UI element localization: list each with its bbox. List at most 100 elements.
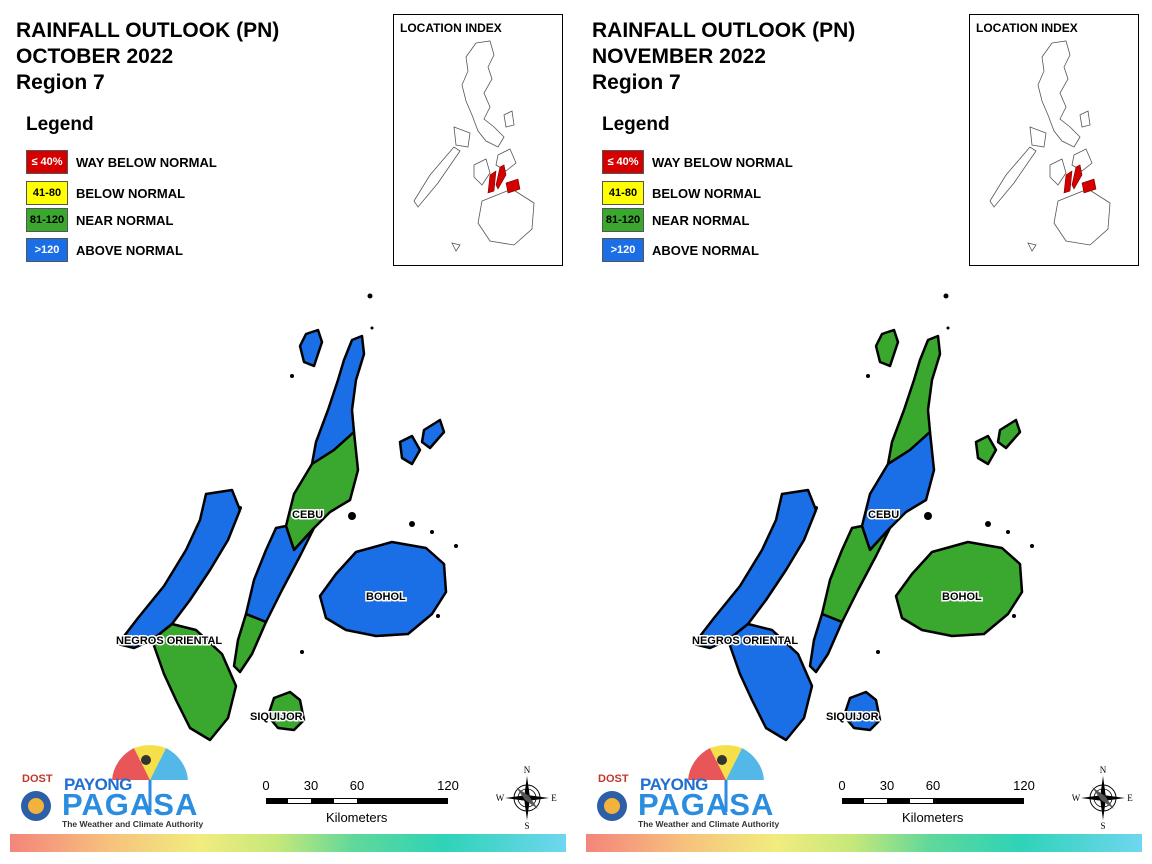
philippines-outline [413, 40, 535, 252]
legend-swatch: 81-120 [26, 208, 68, 232]
cebu-south [244, 524, 316, 624]
legend-label: NEAR NORMAL [76, 213, 174, 228]
compass-n: N [1100, 765, 1107, 775]
cebu-tip [808, 612, 844, 674]
label-cebu: CEBU [868, 509, 899, 521]
location-index-inset: LOCATION INDEX [969, 14, 1139, 266]
inset-title: LOCATION INDEX [400, 21, 502, 35]
label-bohol: BOHOL [942, 591, 982, 603]
bantayan-island [874, 328, 900, 368]
scale-units: Kilometers [902, 810, 964, 825]
scale-tick: 120 [437, 778, 459, 793]
scale-tick: 0 [262, 778, 270, 793]
cebu-mid [860, 430, 936, 552]
compass-e: E [1127, 793, 1133, 803]
compass-e: E [551, 793, 557, 803]
legend-label: NEAR NORMAL [652, 213, 750, 228]
siquijor [266, 690, 306, 732]
legend-swatch: 41-80 [26, 181, 68, 205]
compass-s: S [1100, 821, 1105, 830]
label-negros-oriental: NEGROS ORIENTAL [116, 635, 222, 647]
compass-s: S [524, 821, 529, 830]
label-negros-oriental: NEGROS ORIENTAL [692, 635, 798, 647]
logo-payong: PAYONG [640, 775, 708, 794]
logo-dost: DOST [598, 773, 629, 785]
legend-label: BELOW NORMAL [652, 186, 762, 201]
scale-segments [842, 798, 1024, 804]
legend-swatch: ≤ 40% [26, 150, 68, 174]
camotes-islands-west [398, 434, 422, 466]
scale-tick: 0 [838, 778, 846, 793]
umbrella-icon [21, 745, 188, 821]
title-region: Region 7 [592, 71, 681, 94]
legend-swatch: >120 [26, 238, 68, 262]
label-siquijor: SIQUIJOR [250, 711, 303, 723]
payong-pagasa-logo: DOST PAYONG PAGASA The Weather and Clima… [16, 740, 203, 835]
label-bohol: BOHOL [366, 591, 406, 603]
negros-north [692, 488, 818, 650]
cebu-south [820, 524, 892, 624]
compass-n: N [524, 765, 531, 775]
scale-tick: 30 [879, 778, 895, 793]
compass-icon: N S E W [496, 765, 558, 831]
scale-tick: 30 [303, 778, 319, 793]
legend-swatch: 81-120 [602, 208, 644, 232]
region-7-map: CEBU BOHOL NEGROS ORIENTAL SIQUIJOR [691, 293, 1034, 742]
bottom-color-strip [10, 834, 566, 852]
legend-label: ABOVE NORMAL [76, 243, 183, 258]
title-line: RAINFALL OUTLOOK (PN) [16, 19, 280, 42]
scale-tick: 60 [349, 778, 365, 793]
umbrella-icon [597, 745, 764, 821]
title-region: Region 7 [16, 71, 105, 94]
logo-dost: DOST [22, 773, 53, 785]
october-outlook-panel: RAINFALL OUTLOOK (PN) OCTOBER 2022 Regio… [10, 14, 566, 852]
map-title: RAINFALL OUTLOOK (PN) NOVEMBER 2022 Regi… [592, 18, 855, 96]
bottom-color-strip [586, 834, 1142, 852]
negros-south [726, 622, 814, 742]
compass-w: W [1072, 793, 1081, 803]
legend-label: BELOW NORMAL [76, 186, 186, 201]
compass-icon: N S E W [1072, 765, 1134, 831]
legend-title: Legend [602, 114, 670, 135]
scale-bar: 0 30 60 120 Kilometers [832, 778, 1052, 828]
legend-swatch: >120 [602, 238, 644, 262]
logo-pagasa: PAGASA [62, 787, 199, 822]
logo-payong: PAYONG [64, 775, 132, 794]
camotes-islands-east [420, 418, 446, 450]
label-cebu: CEBU [292, 509, 323, 521]
legend-swatch: 41-80 [602, 181, 644, 205]
november-outlook-panel: RAINFALL OUTLOOK (PN) NOVEMBER 2022 Regi… [576, 0, 1152, 864]
camotes-islands-east [996, 418, 1022, 450]
logo-tagline: The Weather and Climate Authority [62, 819, 204, 829]
title-line: RAINFALL OUTLOOK (PN) [592, 19, 856, 42]
negros-south [150, 622, 238, 742]
scale-units: Kilometers [326, 810, 388, 825]
title-month: NOVEMBER 2022 [592, 45, 766, 68]
scale-bar: 0 30 60 120 Kilometers [256, 778, 476, 828]
scale-tick: 60 [925, 778, 941, 793]
siquijor [842, 690, 882, 732]
legend-label: WAY BELOW NORMAL [652, 155, 793, 170]
title-month: OCTOBER 2022 [16, 45, 174, 68]
scale-segments [266, 798, 448, 804]
compass-w: W [496, 793, 505, 803]
inset-title: LOCATION INDEX [976, 21, 1078, 35]
bantayan-island [298, 328, 324, 368]
compass-rose: N S E W [1072, 764, 1134, 831]
label-siquijor: SIQUIJOR [826, 711, 879, 723]
legend-label: WAY BELOW NORMAL [76, 155, 217, 170]
bohol [894, 540, 1024, 638]
scale-tick: 120 [1013, 778, 1035, 793]
map-title: RAINFALL OUTLOOK (PN) OCTOBER 2022 Regio… [16, 18, 279, 96]
legend-label: ABOVE NORMAL [652, 243, 759, 258]
camotes-islands-west [974, 434, 998, 466]
bohol [318, 540, 448, 638]
legend-title: Legend [26, 114, 94, 135]
philippines-outline [989, 40, 1111, 252]
negros-north [116, 488, 242, 650]
cebu-tip [232, 612, 268, 674]
payong-pagasa-logo: DOST PAYONG PAGASA The Weather and Clima… [592, 740, 779, 835]
cebu-mid [284, 430, 360, 552]
compass-rose: N S E W [496, 764, 558, 831]
location-index-inset: LOCATION INDEX [393, 14, 563, 266]
